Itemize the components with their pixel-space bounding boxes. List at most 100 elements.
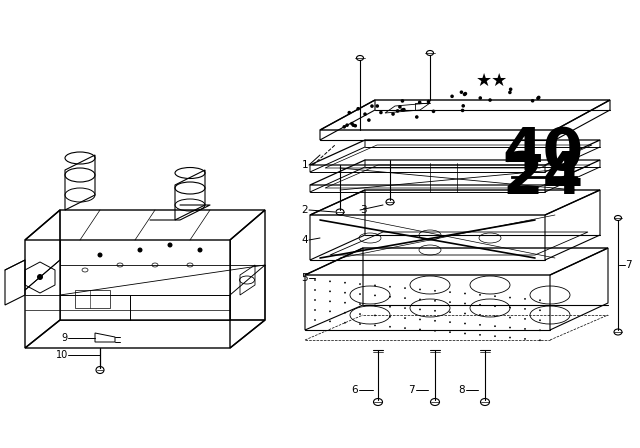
Ellipse shape: [404, 297, 406, 299]
Ellipse shape: [314, 309, 316, 311]
Ellipse shape: [481, 399, 490, 405]
Ellipse shape: [449, 291, 451, 293]
Ellipse shape: [434, 330, 436, 332]
Ellipse shape: [344, 292, 346, 293]
Ellipse shape: [508, 90, 512, 94]
Ellipse shape: [419, 289, 421, 290]
Ellipse shape: [479, 324, 481, 326]
Ellipse shape: [431, 399, 440, 405]
Ellipse shape: [370, 104, 374, 108]
Ellipse shape: [168, 242, 173, 247]
Ellipse shape: [479, 96, 482, 100]
Ellipse shape: [464, 313, 466, 314]
Ellipse shape: [464, 323, 466, 324]
Text: 4: 4: [301, 235, 308, 245]
Ellipse shape: [379, 111, 383, 114]
Ellipse shape: [401, 108, 404, 112]
Ellipse shape: [434, 300, 436, 302]
Ellipse shape: [418, 100, 422, 104]
Ellipse shape: [464, 293, 466, 294]
Ellipse shape: [391, 112, 395, 116]
Ellipse shape: [389, 286, 391, 288]
Ellipse shape: [402, 108, 406, 112]
Ellipse shape: [336, 209, 344, 215]
Ellipse shape: [524, 298, 526, 300]
Ellipse shape: [509, 317, 511, 319]
Text: 7: 7: [408, 385, 415, 395]
Ellipse shape: [348, 111, 351, 114]
Ellipse shape: [509, 306, 511, 309]
Ellipse shape: [374, 314, 376, 316]
Ellipse shape: [494, 305, 496, 307]
Ellipse shape: [432, 109, 435, 113]
Ellipse shape: [364, 112, 367, 116]
Ellipse shape: [404, 317, 406, 319]
Ellipse shape: [198, 247, 202, 253]
Ellipse shape: [314, 319, 316, 321]
Text: 2: 2: [301, 205, 308, 215]
Ellipse shape: [389, 326, 391, 327]
Ellipse shape: [376, 104, 379, 108]
Ellipse shape: [389, 316, 391, 318]
Text: 8: 8: [458, 385, 465, 395]
Ellipse shape: [524, 338, 526, 340]
Ellipse shape: [419, 319, 421, 320]
Ellipse shape: [314, 279, 316, 281]
Ellipse shape: [398, 105, 402, 109]
Ellipse shape: [479, 334, 481, 336]
Ellipse shape: [479, 294, 481, 296]
Ellipse shape: [344, 312, 346, 314]
Ellipse shape: [389, 306, 391, 308]
Ellipse shape: [614, 329, 622, 335]
Text: 24: 24: [502, 149, 583, 206]
Ellipse shape: [524, 328, 526, 330]
Text: 7: 7: [625, 260, 632, 270]
Ellipse shape: [451, 95, 454, 98]
Text: 6: 6: [351, 385, 358, 395]
Ellipse shape: [353, 124, 357, 128]
Ellipse shape: [97, 253, 102, 258]
Ellipse shape: [404, 327, 406, 329]
Ellipse shape: [359, 323, 361, 325]
Ellipse shape: [374, 305, 376, 306]
Ellipse shape: [434, 290, 436, 292]
Ellipse shape: [488, 98, 492, 102]
Ellipse shape: [449, 301, 451, 303]
Ellipse shape: [509, 87, 513, 91]
Ellipse shape: [449, 331, 451, 333]
Ellipse shape: [344, 322, 346, 323]
Ellipse shape: [449, 321, 451, 323]
Ellipse shape: [536, 96, 540, 100]
Text: 5: 5: [301, 273, 308, 283]
Text: 1: 1: [301, 160, 308, 170]
Ellipse shape: [494, 335, 496, 337]
Ellipse shape: [539, 329, 541, 331]
Ellipse shape: [449, 311, 451, 313]
Ellipse shape: [434, 320, 436, 322]
Ellipse shape: [374, 284, 376, 286]
Ellipse shape: [374, 324, 376, 326]
Ellipse shape: [463, 93, 467, 96]
Ellipse shape: [464, 302, 466, 304]
Text: 10: 10: [56, 350, 68, 360]
Ellipse shape: [329, 290, 331, 292]
Ellipse shape: [539, 339, 541, 341]
Ellipse shape: [539, 319, 541, 321]
Ellipse shape: [537, 95, 541, 99]
Ellipse shape: [345, 123, 349, 127]
Ellipse shape: [344, 302, 346, 304]
Ellipse shape: [479, 314, 481, 316]
Ellipse shape: [359, 313, 361, 315]
Ellipse shape: [374, 294, 376, 296]
Ellipse shape: [539, 310, 541, 311]
Text: 40: 40: [502, 125, 583, 182]
Ellipse shape: [356, 107, 360, 111]
Text: 9: 9: [62, 333, 68, 343]
Ellipse shape: [404, 307, 406, 309]
Ellipse shape: [461, 104, 465, 108]
Ellipse shape: [329, 320, 331, 322]
Ellipse shape: [359, 293, 361, 295]
Ellipse shape: [342, 125, 346, 129]
Ellipse shape: [509, 297, 511, 298]
Ellipse shape: [359, 303, 361, 305]
